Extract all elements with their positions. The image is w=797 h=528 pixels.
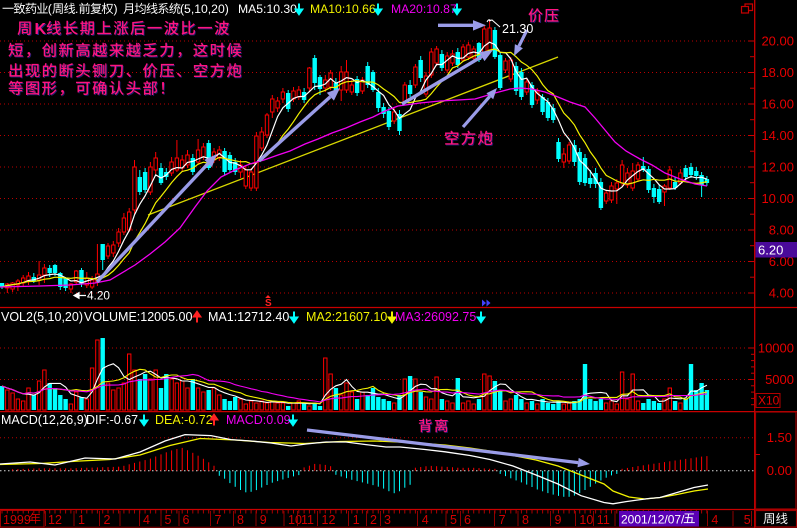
svg-text:MA20:10.87: MA20:10.87 [391,2,457,16]
svg-text:4: 4 [422,513,429,527]
svg-text:21.30: 21.30 [502,22,533,36]
svg-text:4.00: 4.00 [769,286,794,301]
svg-text:10: 10 [288,513,302,527]
svg-text:DIF:-0.67: DIF:-0.67 [86,413,138,427]
svg-text:4: 4 [143,513,150,527]
svg-text:6: 6 [464,513,471,527]
svg-text:6.20: 6.20 [758,243,783,258]
svg-text:14.00: 14.00 [761,128,794,143]
svg-text:12: 12 [322,513,336,527]
svg-text:6: 6 [183,513,190,527]
svg-text:MACD:0.09: MACD:0.09 [226,413,291,427]
svg-text:MA5:10.30: MA5:10.30 [238,2,297,16]
svg-text:8: 8 [237,513,244,527]
svg-text:1: 1 [78,513,85,527]
svg-text:18.00: 18.00 [761,65,794,80]
svg-text:4: 4 [711,513,718,527]
svg-text:1999: 1999 [3,513,31,527]
svg-text:12: 12 [48,513,62,527]
svg-text:8.00: 8.00 [769,223,794,238]
svg-text:): ) [114,2,118,16]
svg-text:2: 2 [370,513,377,527]
svg-text:VOL2(5,10,20): VOL2(5,10,20) [1,310,83,324]
svg-text:20.00: 20.00 [761,34,794,49]
svg-text:MACD(12,26,9): MACD(12,26,9) [1,413,88,427]
svg-text:4.20: 4.20 [87,289,110,303]
svg-text:10.00: 10.00 [761,191,794,206]
svg-text:16.00: 16.00 [761,97,794,112]
svg-text:8: 8 [522,513,529,527]
svg-text:.: . [75,2,78,16]
svg-text:10000: 10000 [758,341,794,356]
svg-text:(: ( [48,2,52,16]
svg-text:0.00: 0.00 [767,463,792,478]
svg-text:MA2:21607.10: MA2:21607.10 [306,310,387,324]
svg-text:MA3:26092.75: MA3:26092.75 [395,310,476,324]
svg-text:(5,10,20): (5,10,20) [180,2,229,16]
svg-text:9: 9 [555,513,562,527]
svg-text:3: 3 [384,513,391,527]
svg-text:11: 11 [597,513,610,527]
svg-text:K: K [36,22,48,39]
svg-text:6.00: 6.00 [769,254,794,269]
svg-text:10: 10 [579,513,593,527]
svg-text:1.50: 1.50 [767,430,792,445]
svg-text:2001/12/07/: 2001/12/07/ [621,513,685,527]
svg-text:MA10:10.66: MA10:10.66 [310,2,376,16]
svg-text:K: K [35,21,47,38]
svg-text:MA1:12712.40: MA1:12712.40 [208,310,289,324]
svg-text:1: 1 [353,513,360,527]
svg-text:11: 11 [301,513,314,527]
svg-text:VOLUME:12005.00: VOLUME:12005.00 [84,310,192,324]
svg-text:9: 9 [260,513,267,527]
svg-text:DEA:-0.72: DEA:-0.72 [155,413,213,427]
svg-text:5: 5 [450,513,457,527]
svg-text:5000: 5000 [765,372,794,387]
svg-text:X10: X10 [758,394,780,408]
svg-text:12.00: 12.00 [761,160,794,175]
svg-text:7: 7 [499,513,506,527]
svg-text:S: S [265,298,272,309]
svg-text:2: 2 [104,513,111,527]
svg-text:5: 5 [744,513,751,527]
svg-text:7: 7 [215,513,222,527]
svg-text:5: 5 [165,513,172,527]
